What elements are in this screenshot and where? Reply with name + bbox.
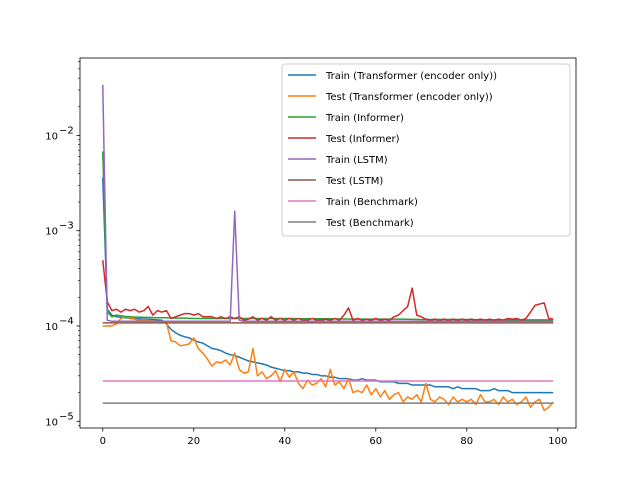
x-tick-label: 80	[460, 436, 473, 447]
legend-label-6: Train (Benchmark)	[325, 197, 418, 208]
series-layer	[102, 84, 554, 412]
legend-label-3: Test (Informer)	[325, 134, 400, 145]
x-tick-label: 0	[100, 436, 106, 447]
y-tick-exponent: −3	[59, 221, 74, 232]
legend-box	[281, 63, 571, 237]
x-tick-label: 40	[278, 436, 291, 447]
series-line-3	[102, 260, 554, 321]
y-tick-exponent: −2	[59, 125, 74, 136]
legend-label-2: Train (Informer)	[325, 113, 404, 124]
x-tick-label: 20	[187, 436, 200, 447]
y-tick-label: 10	[45, 322, 58, 333]
y-tick-label: 10	[45, 417, 58, 428]
x-tick-label: 60	[369, 436, 382, 447]
legend-label-5: Test (LSTM)	[325, 176, 383, 187]
plot-frame	[79, 57, 577, 429]
y-tick-exponent: −4	[59, 316, 74, 327]
legend: Train (Transformer (encoder only)) Test (…	[281, 63, 571, 237]
y-tick-exponent: −5	[59, 411, 74, 422]
series-line-1	[102, 316, 554, 412]
legend-label-4: Train (LSTM)	[325, 155, 388, 166]
legend-label-0: Train (Transformer (encoder only))	[325, 71, 497, 82]
y-tick-label: 10	[45, 227, 58, 238]
y-tick-label: 10	[45, 131, 58, 142]
series-line-4	[102, 84, 554, 323]
legend-label-1: Test (Transformer (encoder only))	[325, 92, 493, 103]
legend-label-7: Test (Benchmark)	[325, 218, 414, 229]
x-tick-label: 100	[548, 436, 567, 447]
